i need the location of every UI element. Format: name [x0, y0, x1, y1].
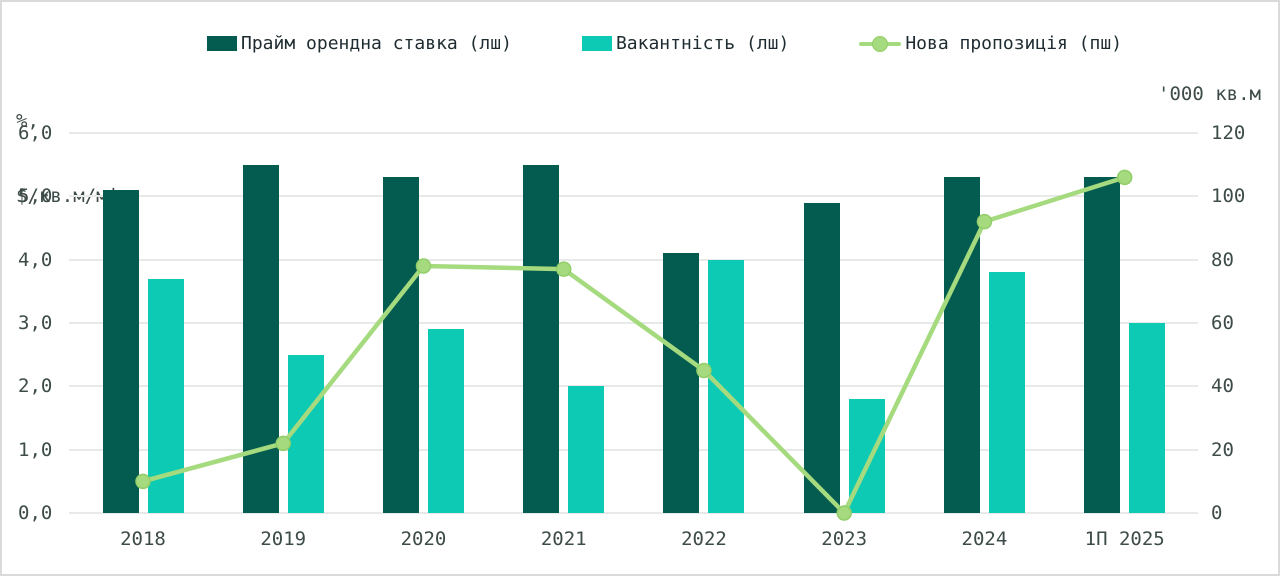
gridline — [69, 512, 1198, 514]
legend-item-new-supply: Нова пропозиція (пш) — [859, 33, 1122, 54]
bar-prime-rate — [663, 253, 700, 513]
legend-swatch-vacancy-icon — [581, 36, 612, 51]
right-axis-tick-label: 20 — [1211, 438, 1234, 461]
x-axis-label: 1П 2025 — [1084, 528, 1165, 550]
left-axis-tick-label: 5,0 — [18, 185, 53, 208]
right-axis-tick-label: 0 — [1211, 502, 1223, 524]
gridline — [69, 132, 1198, 134]
x-axis-label: 2018 — [120, 528, 166, 550]
x-axis-label: 2023 — [821, 528, 868, 550]
legend-label-prime-rate: Прайм орендна ставка (лш) — [241, 33, 512, 54]
gridline — [69, 195, 1198, 198]
left-axis-tick-label: 1,0 — [18, 438, 53, 461]
gridline — [69, 258, 1198, 261]
left-axis-title-line1: %, — [16, 110, 39, 132]
bar-prime-rate — [242, 164, 279, 513]
x-axis-label: 2020 — [400, 528, 447, 550]
bar-prime-rate — [803, 202, 840, 513]
legend-marker-icon — [872, 35, 889, 52]
legend-swatch-prime-rate-icon — [207, 36, 237, 51]
bar-prime-rate — [943, 177, 980, 513]
x-axis-label: 2024 — [961, 528, 1008, 550]
bar-vacancy — [568, 386, 605, 513]
left-axis-tick-label: 4,0 — [18, 248, 53, 271]
gridline — [69, 322, 1198, 324]
chart-legend: Прайм орендна ставка (лш) Вакантність (л… — [207, 33, 1122, 54]
legend-item-prime-rate: Прайм орендна ставка (лш) — [207, 33, 512, 54]
legend-label-vacancy: Вакантність (лш) — [615, 33, 790, 54]
bar-vacancy — [708, 259, 745, 513]
bar-prime-rate — [102, 190, 139, 513]
right-axis-tick-label: 60 — [1211, 312, 1234, 334]
bar-vacancy — [427, 329, 464, 513]
bar-vacancy — [988, 272, 1025, 513]
bar-vacancy — [848, 399, 885, 513]
bar-prime-rate — [382, 177, 419, 513]
x-axis-label: 2019 — [260, 528, 307, 550]
x-axis-label: 2022 — [681, 528, 727, 550]
bar-vacancy — [147, 278, 184, 513]
legend-item-vacancy: Вакантність (лш) — [581, 33, 790, 54]
left-axis-tick-label: 6,0 — [18, 122, 53, 144]
left-axis-tick-label: 0,0 — [18, 502, 53, 524]
legend-swatch-new-supply-icon — [859, 35, 902, 53]
gridline — [69, 448, 1198, 451]
left-axis-tick-label: 2,0 — [18, 375, 53, 398]
gridline — [69, 385, 1198, 388]
bar-vacancy — [287, 354, 324, 513]
bar-prime-rate — [523, 164, 560, 513]
right-axis-tick-label: 40 — [1211, 375, 1234, 398]
x-axis-label: 2021 — [540, 528, 587, 550]
right-axis-tick-label: 80 — [1211, 248, 1234, 271]
right-axis-title: '000 кв.м — [1158, 83, 1261, 105]
bar-prime-rate — [1084, 177, 1121, 513]
right-axis-tick-label: 120 — [1211, 122, 1246, 144]
bar-vacancy — [1129, 323, 1166, 513]
legend-label-new-supply: Нова пропозиція (пш) — [905, 33, 1123, 54]
left-axis-tick-label: 3,0 — [18, 312, 53, 334]
right-axis-tick-label: 100 — [1211, 185, 1246, 208]
